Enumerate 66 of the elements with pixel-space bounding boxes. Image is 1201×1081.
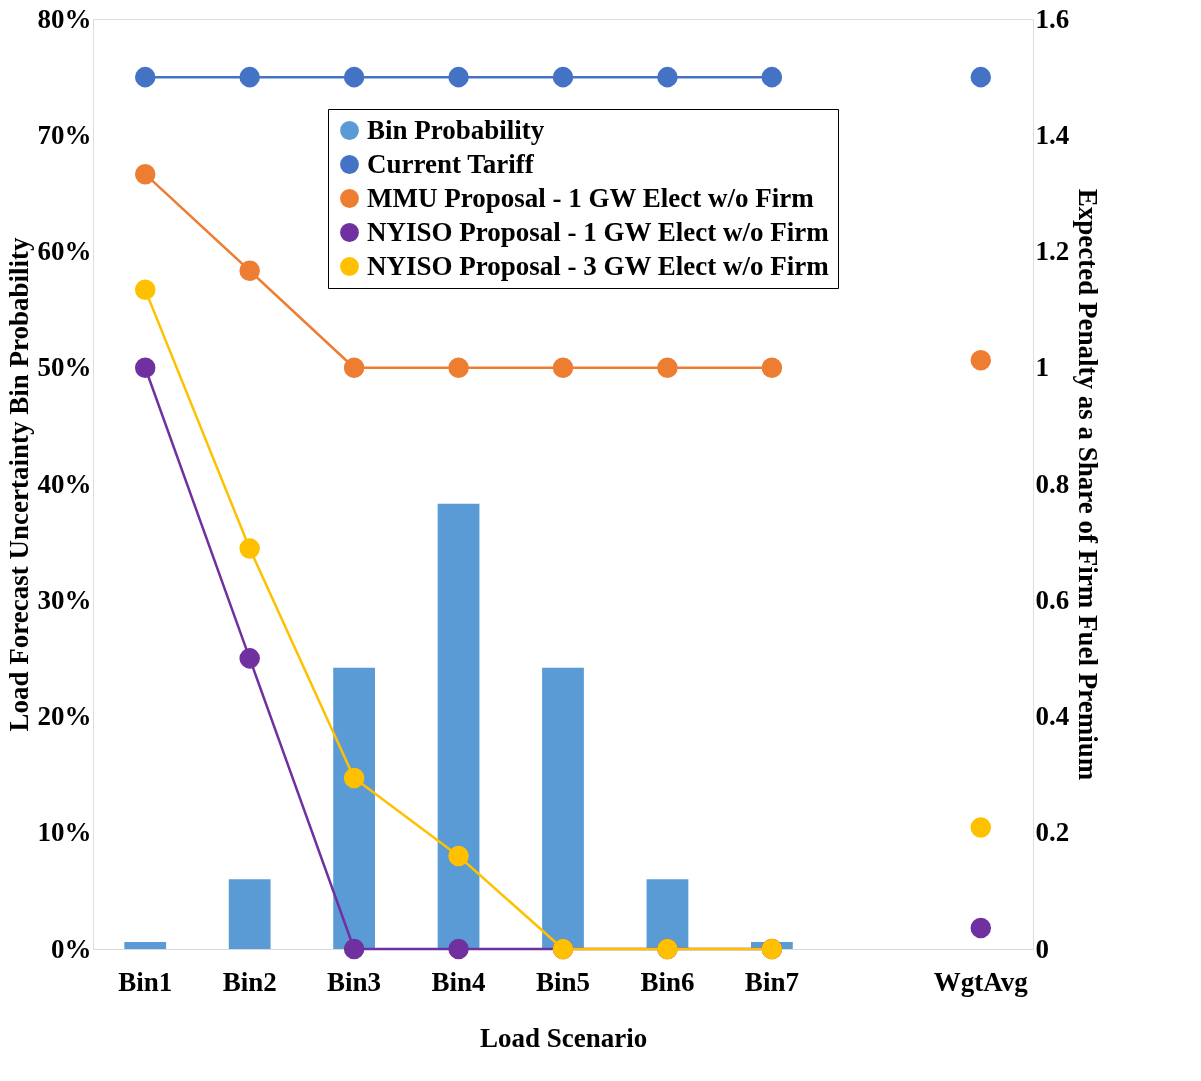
point	[761, 66, 783, 88]
point	[134, 163, 156, 185]
point	[970, 817, 992, 838]
y2-tick-label: 0.8	[1035, 468, 1070, 499]
point	[134, 279, 156, 301]
bar	[542, 667, 584, 949]
y2-tick-label: 1.2	[1035, 236, 1070, 266]
y2-tick-label: 0.2	[1035, 817, 1070, 848]
y-tick-label: 80%	[37, 3, 92, 34]
y-tick-label: 20%	[37, 701, 92, 731]
x-axis-title: Load Scenario	[479, 1022, 648, 1053]
point	[970, 349, 992, 371]
y2-tick-label: 1.4	[1035, 119, 1070, 150]
y-tick-label: 0%	[51, 933, 92, 964]
point	[970, 66, 992, 88]
point	[448, 357, 469, 378]
point	[448, 845, 469, 867]
x-tick-label: Bin6	[640, 966, 695, 997]
legend-label: MMU Proposal - 1 GW Elect w/o Firm	[367, 182, 815, 213]
y2-tick-label: 0	[1035, 933, 1049, 964]
x-tick-label: Bin7	[744, 966, 799, 997]
y2-tick-label: 0.6	[1035, 584, 1070, 615]
point	[343, 357, 365, 378]
y-tick-label: 60%	[37, 236, 92, 266]
x-tick-label: Bin2	[222, 966, 277, 997]
y-tick-label: 30%	[37, 584, 92, 615]
bar	[437, 503, 480, 949]
point	[761, 357, 783, 378]
point	[239, 538, 260, 559]
y2-tick-label: 1	[1035, 352, 1049, 383]
y-tick-label: 70%	[37, 119, 92, 150]
point	[657, 66, 678, 88]
point	[239, 260, 260, 281]
point	[239, 648, 260, 669]
y-tick-label: 10%	[37, 817, 92, 848]
legend-label: Bin Probability	[367, 114, 545, 145]
y-tick-label: 50%	[37, 352, 92, 383]
point	[448, 938, 469, 960]
bar	[646, 879, 689, 949]
y2-axis-title: Expected Penalty as a Share of Firm Fuel Premium	[1073, 188, 1104, 781]
y-tick-label: 40%	[37, 468, 92, 499]
x-tick-label: WgtAvg	[933, 966, 1029, 997]
y2-tick-label: 1.6	[1035, 3, 1070, 34]
point	[343, 767, 365, 789]
legend-label: NYISO Proposal - 1 GW Elect w/o Firm	[367, 216, 830, 247]
legend-label: Current Tariff	[367, 148, 535, 179]
y2-tick-label: 0.4	[1035, 701, 1070, 731]
point	[239, 66, 260, 88]
point	[343, 66, 365, 88]
x-tick-label: Bin5	[535, 966, 591, 997]
bar	[124, 942, 167, 949]
bar	[228, 879, 271, 949]
x-tick-label: Bin1	[118, 966, 173, 997]
x-tick-label: Bin3	[327, 966, 382, 997]
point	[552, 357, 574, 378]
point	[134, 357, 156, 378]
point	[134, 66, 156, 88]
point	[448, 66, 469, 88]
x-tick-label: Bin4	[431, 966, 486, 997]
point	[970, 917, 992, 939]
y-axis-title: Load Forecast Uncertainty Bin Probability	[3, 237, 34, 732]
point	[343, 938, 365, 960]
point	[657, 357, 678, 378]
bar	[333, 667, 375, 949]
legend-label: NYISO Proposal - 3 GW Elect w/o Firm	[367, 250, 830, 281]
point	[552, 66, 574, 88]
